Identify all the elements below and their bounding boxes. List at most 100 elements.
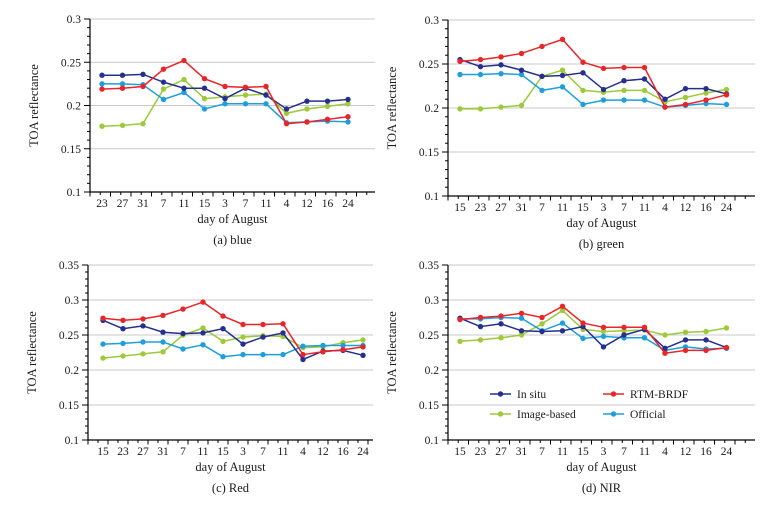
x-tick-label: 12 [680, 202, 692, 214]
data-point [662, 104, 668, 110]
data-point [518, 50, 525, 57]
data-point [723, 101, 730, 108]
data-point [340, 342, 346, 349]
data-point [641, 335, 648, 341]
data-point [99, 86, 105, 92]
data-point [559, 36, 566, 43]
y-tick-label: 0.1 [425, 191, 440, 203]
series-rtm-brdf [100, 299, 366, 358]
x-tick-label: 7 [621, 202, 627, 214]
legend-item-in-situ: In situ [490, 389, 546, 401]
data-point [539, 73, 545, 80]
data-point [539, 328, 545, 335]
subplot-caption: (d) NIR [582, 481, 622, 495]
data-point [304, 106, 310, 112]
data-point [518, 328, 525, 334]
data-point [621, 324, 627, 330]
data-point [160, 66, 167, 72]
y-tick-label: 0.3 [67, 14, 82, 26]
x-axis [447, 439, 755, 445]
series-official [457, 314, 730, 354]
data-point [345, 114, 351, 120]
data-point [345, 101, 351, 107]
data-point [120, 317, 126, 323]
legend-label: Official [630, 409, 666, 421]
series-in-situ [457, 315, 730, 351]
data-point [457, 316, 463, 323]
data-point [240, 341, 246, 347]
data-point [160, 86, 167, 92]
data-point [220, 313, 226, 319]
data-point [600, 324, 607, 330]
legend-label: In situ [517, 389, 546, 401]
data-point [703, 85, 709, 92]
data-point [559, 84, 566, 90]
y-tick-labels: 0.1 0.15 0.2 0.25 0.3 [61, 14, 81, 199]
legend: In situ RTM-BRDF Image-based Official [490, 389, 688, 421]
x-tick-label: 31 [516, 202, 528, 214]
data-point [539, 87, 545, 94]
series-line-rtm-brdf [459, 305, 727, 355]
x-tick-label: 23 [117, 446, 129, 458]
data-point [283, 106, 290, 112]
x-tick-label: 24 [721, 446, 733, 458]
data-point [119, 72, 126, 78]
x-tick-label: 7 [260, 446, 266, 458]
data-point [662, 345, 668, 351]
x-tick-label: 11 [178, 198, 189, 210]
x-tick-label: 15 [577, 202, 589, 214]
data-point [477, 323, 484, 330]
subplot-b-green: 0.1 0.15 0.2 0.25 0.3 15 23 27 31 7 11 15 3 7 11 4 12 16 2… [385, 0, 772, 253]
x-axis-label: day of August [566, 460, 637, 474]
data-point [99, 123, 105, 129]
y-axis [442, 19, 449, 197]
x-tick-label: 15 [217, 446, 229, 458]
y-tick-label: 0.2 [425, 103, 440, 115]
data-point [580, 87, 586, 94]
x-tick-label: 27 [495, 202, 507, 214]
x-tick-labels: 15 23 27 31 7 11 15 3 7 11 4 12 16 24 [97, 446, 369, 458]
data-point [200, 299, 206, 305]
data-point [240, 334, 246, 340]
y-tick-label: 0.1 [65, 435, 80, 447]
series-line-image-based [102, 327, 364, 359]
data-point [240, 351, 246, 358]
data-point [160, 312, 166, 319]
data-point [201, 106, 208, 112]
y-tick-label: 0.35 [59, 260, 79, 272]
x-tick-label: 15 [199, 198, 211, 210]
data-point [324, 98, 331, 104]
subplot-c-red: 0.1 0.15 0.2 0.25 0.3 0.35 15 23 27 31 7 11 15 3 7 11 4 1… [0, 252, 386, 505]
legend-item-rtm-brdf: RTM-BRDF [603, 389, 688, 401]
y-axis-label: TOA reflectance [386, 66, 399, 149]
data-point [682, 329, 689, 335]
y-tick-label: 0.35 [419, 260, 439, 272]
data-point [242, 101, 249, 107]
data-point [345, 119, 351, 125]
x-tick-label: 4 [300, 446, 306, 458]
chart-canvas-a-blue: 0.1 0.15 0.2 0.25 0.3 23 27 31 7 11 15 3 7 11 4 12 16 24 T… [27, 14, 375, 247]
data-point [222, 95, 228, 102]
data-point [559, 320, 566, 326]
data-point [621, 87, 627, 94]
data-point [580, 70, 586, 76]
series-line-official [102, 341, 363, 358]
y-tick-label: 0.1 [425, 435, 440, 447]
x-tick-label: 23 [475, 202, 487, 214]
x-tick-label: 23 [475, 446, 487, 458]
series-rtm-brdf [457, 303, 730, 356]
data-point [723, 344, 730, 351]
y-axis [82, 264, 89, 441]
data-point [160, 349, 166, 355]
x-tick-label: 16 [337, 446, 349, 458]
legend-marker-dot [497, 391, 504, 397]
data-point [703, 337, 709, 343]
chart-canvas-b-green: 0.1 0.15 0.2 0.25 0.3 15 23 27 31 7 11 15 3 7 11 4 12 16 2… [385, 15, 755, 251]
data-point [140, 323, 146, 329]
data-point [220, 338, 226, 344]
series-line-rtm-brdf [101, 59, 349, 125]
data-point [559, 67, 566, 73]
data-point [263, 92, 269, 98]
gridlines [448, 264, 755, 406]
data-point [641, 64, 648, 71]
